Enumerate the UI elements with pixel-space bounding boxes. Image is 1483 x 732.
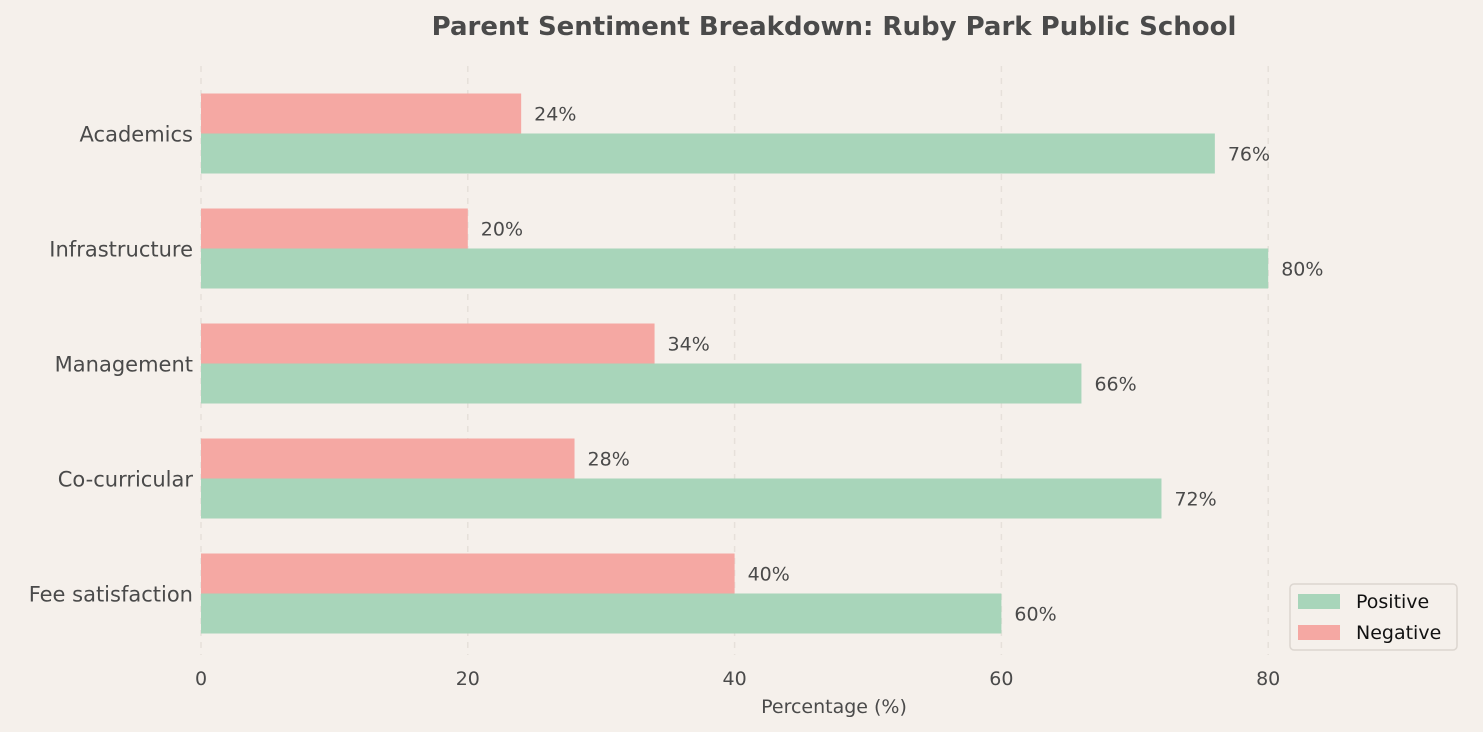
data-label-negative: 28% [588,449,630,471]
data-label-positive: 80% [1281,259,1323,281]
bar-positive [201,363,1082,404]
chart-title: Parent Sentiment Breakdown: Ruby Park Pu… [432,12,1237,42]
legend: Positive Negative [1289,583,1458,651]
bar-positive [201,248,1269,289]
data-label-negative: 20% [481,219,523,241]
x-tick-labels: 0 20 40 60 80 [195,668,1280,690]
legend-label: Negative [1356,622,1441,644]
data-label-positive: 60% [1014,604,1056,626]
x-tick-label: 0 [195,668,207,690]
bar-negative [201,438,575,479]
bar-positive [201,478,1162,519]
x-tick-label: 80 [1256,668,1280,690]
x-tick-label: 40 [723,668,747,690]
category-labels: Academics Infrastructure Management Co-curr… [29,123,194,607]
data-label-negative: 34% [668,334,710,356]
bars-group: 24% 76% 20% 80% 34% 66% 28% 72% 40% 60% [201,93,1323,634]
bar-positive [201,133,1215,174]
bar-negative [201,323,655,364]
category-label: Academics [80,123,193,147]
legend-swatch-positive [1298,594,1340,609]
legend-swatch-negative [1298,625,1340,640]
data-label-positive: 72% [1174,489,1216,511]
data-label-positive: 76% [1228,144,1270,166]
category-label: Fee satisfaction [29,583,193,607]
data-label-negative: 24% [534,104,576,126]
category-label: Management [55,353,193,377]
bar-negative [201,93,522,134]
x-tick-label: 20 [456,668,480,690]
x-axis-label: Percentage (%) [761,696,907,718]
bar-negative [201,208,468,249]
bar-positive [201,593,1002,634]
data-label-negative: 40% [748,564,790,586]
category-label: Infrastructure [49,238,193,262]
data-label-positive: 66% [1094,374,1136,396]
legend-label: Positive [1356,591,1429,613]
bar-negative [201,553,735,594]
category-label: Co-curricular [58,468,194,492]
x-tick-label: 60 [989,668,1013,690]
